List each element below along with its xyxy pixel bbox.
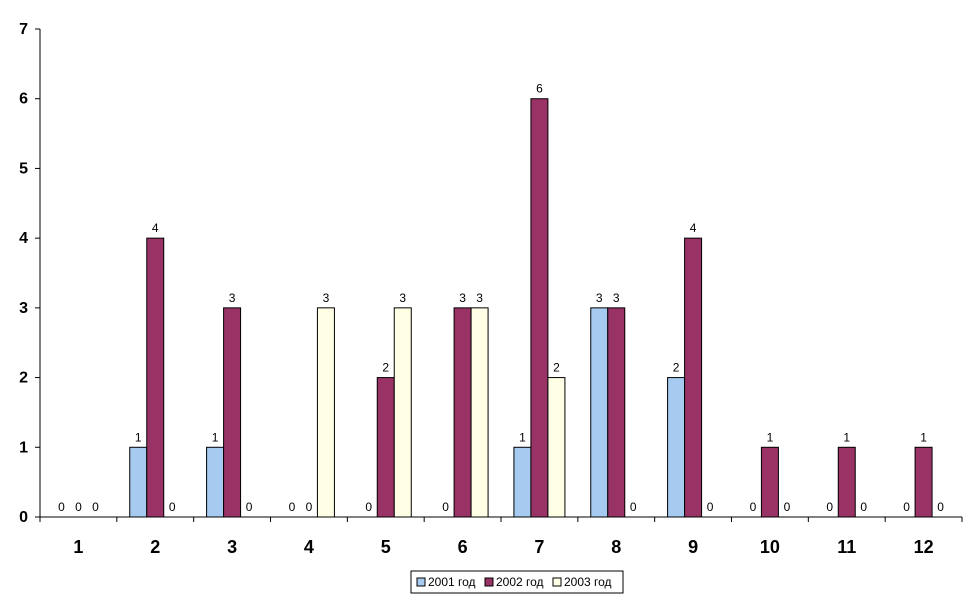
data-label: 2 bbox=[553, 361, 560, 375]
data-label: 0 bbox=[365, 500, 372, 514]
legend-label: 2003 год bbox=[564, 575, 612, 589]
data-label: 0 bbox=[92, 500, 99, 514]
y-tick-label: 2 bbox=[19, 370, 28, 387]
data-label: 4 bbox=[690, 221, 697, 235]
legend-swatch bbox=[484, 577, 494, 587]
y-tick-label: 1 bbox=[19, 439, 28, 456]
x-tick-label: 3 bbox=[227, 537, 237, 557]
data-label: 4 bbox=[152, 221, 159, 235]
data-label: 3 bbox=[229, 291, 236, 305]
legend-swatch bbox=[416, 577, 426, 587]
bar bbox=[667, 377, 686, 518]
x-tick-label: 8 bbox=[611, 537, 621, 557]
y-tick-label: 0 bbox=[19, 509, 28, 526]
x-tick-label: 5 bbox=[381, 537, 391, 557]
legend bbox=[410, 570, 624, 594]
x-tick-label: 12 bbox=[914, 537, 934, 557]
data-label: 0 bbox=[289, 500, 296, 514]
bar bbox=[470, 307, 489, 518]
data-label: 1 bbox=[920, 430, 927, 444]
data-label: 1 bbox=[843, 430, 850, 444]
bar bbox=[376, 377, 395, 518]
data-label: 1 bbox=[212, 430, 219, 444]
x-tick-label: 2 bbox=[150, 537, 160, 557]
data-label: 2 bbox=[673, 361, 680, 375]
x-tick-label: 9 bbox=[688, 537, 698, 557]
data-label: 0 bbox=[630, 500, 637, 514]
bar bbox=[453, 307, 472, 518]
data-label: 1 bbox=[135, 430, 142, 444]
data-label: 3 bbox=[323, 291, 330, 305]
data-label: 3 bbox=[459, 291, 466, 305]
legend-swatch bbox=[552, 577, 562, 587]
data-label: 0 bbox=[75, 500, 82, 514]
bar bbox=[129, 446, 148, 518]
data-label: 2 bbox=[382, 361, 389, 375]
data-label: 0 bbox=[169, 500, 176, 514]
bar bbox=[837, 446, 856, 518]
y-tick-label: 4 bbox=[19, 230, 28, 247]
bar bbox=[914, 446, 933, 518]
y-tick-label: 6 bbox=[19, 91, 28, 108]
y-tick-label: 5 bbox=[19, 160, 28, 177]
bar bbox=[206, 446, 225, 518]
data-label: 0 bbox=[306, 500, 313, 514]
data-label: 0 bbox=[707, 500, 714, 514]
data-label: 0 bbox=[58, 500, 65, 514]
data-label: 3 bbox=[613, 291, 620, 305]
bar bbox=[223, 307, 242, 518]
data-label: 0 bbox=[903, 500, 910, 514]
data-label: 1 bbox=[519, 430, 526, 444]
legend-label: 2002 год bbox=[496, 575, 544, 589]
bar bbox=[607, 307, 626, 518]
data-label: 0 bbox=[860, 500, 867, 514]
bar bbox=[146, 237, 165, 518]
data-label: 1 bbox=[767, 430, 774, 444]
bar bbox=[547, 377, 566, 518]
bar bbox=[530, 98, 549, 518]
bar bbox=[684, 237, 703, 518]
x-tick-label: 4 bbox=[304, 537, 314, 557]
data-label: 0 bbox=[784, 500, 791, 514]
data-label: 0 bbox=[750, 500, 757, 514]
data-label: 0 bbox=[937, 500, 944, 514]
bar bbox=[590, 307, 609, 518]
y-tick-label: 7 bbox=[19, 21, 28, 38]
data-label: 3 bbox=[476, 291, 483, 305]
data-label: 0 bbox=[826, 500, 833, 514]
x-tick-label: 10 bbox=[760, 537, 780, 557]
data-label: 3 bbox=[596, 291, 603, 305]
x-tick-label: 7 bbox=[534, 537, 544, 557]
legend-label: 2001 год bbox=[428, 575, 476, 589]
bar bbox=[316, 307, 335, 518]
data-label: 3 bbox=[399, 291, 406, 305]
x-tick-label: 1 bbox=[73, 537, 83, 557]
y-tick-label: 3 bbox=[19, 300, 28, 317]
x-tick-label: 11 bbox=[837, 537, 856, 557]
data-label: 6 bbox=[536, 82, 543, 96]
bar bbox=[760, 446, 779, 518]
data-label: 0 bbox=[442, 500, 449, 514]
bar bbox=[513, 446, 532, 518]
bar bbox=[393, 307, 412, 518]
x-tick-label: 6 bbox=[458, 537, 468, 557]
data-label: 0 bbox=[246, 500, 253, 514]
